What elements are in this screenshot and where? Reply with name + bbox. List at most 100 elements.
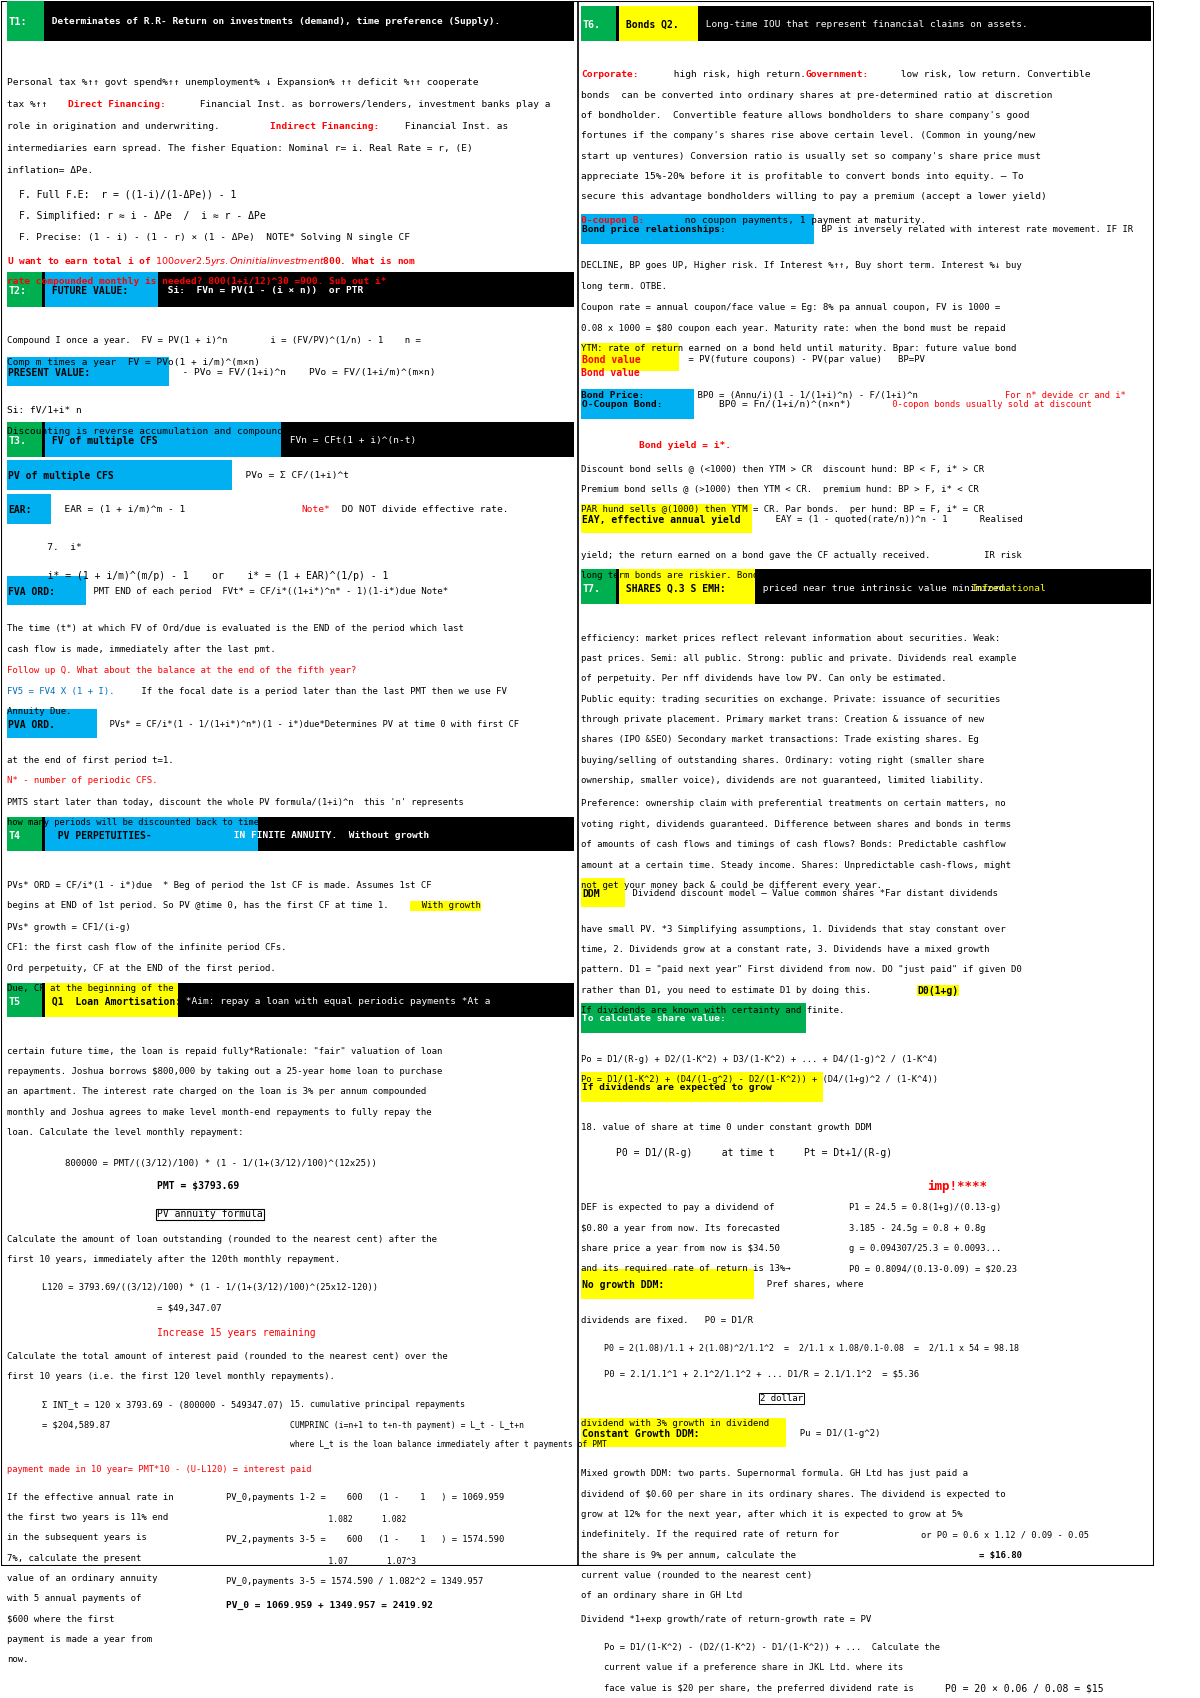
Text: past prices. Semi: all public. Strong: public and private. Dividends real exampl: past prices. Semi: all public. Strong: p… bbox=[581, 654, 1016, 662]
Text: 0-coupon B:: 0-coupon B: bbox=[581, 216, 644, 224]
Text: T3.: T3. bbox=[8, 436, 26, 447]
Text: where L_t is the loan balance immediately after t payments of PMT: where L_t is the loan balance immediatel… bbox=[289, 1440, 606, 1448]
Text: 18. value of share at time 0 under constant growth DDM: 18. value of share at time 0 under const… bbox=[581, 1124, 871, 1133]
Text: g = 0.094307/25.3 = 0.0093...: g = 0.094307/25.3 = 0.0093... bbox=[848, 1245, 1001, 1253]
Text: D0(1+g): D0(1+g) bbox=[918, 987, 959, 995]
Text: - PVo = FV/(1+i)^n    PVo = FV/(1+i/m)^(m×n): - PVo = FV/(1+i)^n PVo = FV/(1+i/m)^(m×n… bbox=[170, 367, 436, 377]
Text: EAR = (1 + i/m)^m - 1: EAR = (1 + i/m)^m - 1 bbox=[53, 506, 215, 514]
Text: Dividend discount model – Value common shares *Far distant dividends: Dividend discount model – Value common s… bbox=[628, 888, 998, 898]
FancyBboxPatch shape bbox=[46, 272, 158, 307]
Text: PVs* = CF/i*(1 - 1/(1+i*)^n*)(1 - i*)due*Determines PV at time 0 with first CF: PVs* = CF/i*(1 - 1/(1+i*)^n*)(1 - i*)due… bbox=[100, 720, 520, 728]
Text: Bond yield = i*.: Bond yield = i*. bbox=[638, 441, 731, 450]
Text: Financial Inst. as borrowers/lenders, investment banks play a: Financial Inst. as borrowers/lenders, in… bbox=[194, 100, 551, 109]
Text: how many periods will be discounted back to time 0. This goes for both ORD/DUE: how many periods will be discounted back… bbox=[7, 818, 416, 827]
Text: first 10 years, immediately after the 120th monthly repayment.: first 10 years, immediately after the 12… bbox=[7, 1255, 341, 1263]
Text: role in origination and underwriting.: role in origination and underwriting. bbox=[7, 122, 226, 131]
Text: Annuity Due.: Annuity Due. bbox=[7, 706, 72, 717]
Text: Note*: Note* bbox=[301, 506, 330, 514]
Text: and its required rate of return is 13%→: and its required rate of return is 13%→ bbox=[581, 1265, 791, 1274]
Text: 7%, calculate the present: 7%, calculate the present bbox=[7, 1554, 142, 1562]
FancyBboxPatch shape bbox=[7, 423, 575, 457]
Text: certain future time, the loan is repaid fully*Rationale: "fair" valuation of loa: certain future time, the loan is repaid … bbox=[7, 1046, 443, 1056]
Text: low risk, low return. Convertible: low risk, low return. Convertible bbox=[895, 70, 1090, 80]
Text: T5: T5 bbox=[8, 997, 20, 1007]
Text: IN FINITE ANNUITY.  Without growth: IN FINITE ANNUITY. Without growth bbox=[228, 830, 430, 841]
Text: N* - number of periodic CFS.: N* - number of periodic CFS. bbox=[7, 776, 157, 784]
Text: L120 = 3793.69/((3/12)/100) * (1 - 1/(1+(3/12)/100)^(25x12-120)): L120 = 3793.69/((3/12)/100) * (1 - 1/(1+… bbox=[42, 1284, 378, 1292]
Text: Bond value: Bond value bbox=[582, 355, 641, 365]
Text: FVn = CFt(1 + i)^(n-t): FVn = CFt(1 + i)^(n-t) bbox=[283, 436, 416, 445]
Text: BP is inversely related with interest rate movement. IF IR: BP is inversely related with interest ra… bbox=[816, 226, 1133, 234]
Text: PV_2,payments 3-5 =    600   (1 -    1   ) = 1574.590: PV_2,payments 3-5 = 600 (1 - 1 ) = 1574.… bbox=[226, 1535, 504, 1543]
Text: payment made in 10 year= PMT*10 - (U-L120) = interest paid: payment made in 10 year= PMT*10 - (U-L12… bbox=[7, 1465, 312, 1474]
Text: PVA ORD.: PVA ORD. bbox=[8, 720, 55, 730]
Text: Dividend *1+exp growth/rate of return-growth rate = PV: Dividend *1+exp growth/rate of return-gr… bbox=[581, 1615, 871, 1623]
Text: DECLINE, BP goes UP, Higher risk. If Interest %↑↑, Buy short term. Interest %↓ b: DECLINE, BP goes UP, Higher risk. If Int… bbox=[581, 261, 1022, 270]
FancyBboxPatch shape bbox=[581, 389, 694, 419]
Text: If dividends are known with certainty and finite.: If dividends are known with certainty an… bbox=[581, 1005, 845, 1015]
Text: share price a year from now is $34.50: share price a year from now is $34.50 bbox=[581, 1245, 780, 1253]
Text: PV_0 = 1069.959 + 1349.957 = 2419.92: PV_0 = 1069.959 + 1349.957 = 2419.92 bbox=[226, 1601, 433, 1610]
Text: FV of multiple CFS: FV of multiple CFS bbox=[47, 436, 158, 447]
Text: Calculate the total amount of interest paid (rounded to the nearest cent) over t: Calculate the total amount of interest p… bbox=[7, 1352, 448, 1360]
Text: Increase 15 years remaining: Increase 15 years remaining bbox=[157, 1328, 316, 1338]
Text: Indirect Financing:: Indirect Financing: bbox=[270, 122, 379, 131]
FancyBboxPatch shape bbox=[7, 817, 42, 851]
Text: an apartment. The interest rate charged on the loan is 3% per annum compounded: an apartment. The interest rate charged … bbox=[7, 1087, 426, 1097]
Text: DO NOT divide effective rate.: DO NOT divide effective rate. bbox=[336, 506, 508, 514]
Text: pattern. D1 = "paid next year" First dividend from now. DO "just paid" if given : pattern. D1 = "paid next year" First div… bbox=[581, 966, 1022, 975]
FancyBboxPatch shape bbox=[581, 1268, 754, 1299]
Text: Due, CF at the beginning of the first period.: Due, CF at the beginning of the first pe… bbox=[7, 985, 250, 993]
Text: P1 = 24.5 = 0.8(1+g)/(0.13-g): P1 = 24.5 = 0.8(1+g)/(0.13-g) bbox=[848, 1204, 1001, 1212]
Text: Bond value: Bond value bbox=[581, 367, 640, 377]
Text: SHARES Q.3 S EMH:: SHARES Q.3 S EMH: bbox=[620, 584, 726, 594]
Text: Corporate:: Corporate: bbox=[581, 70, 638, 80]
Text: U want to earn total i of $100 over 2.5 yrs. On initial investment $800. What is: U want to earn total i of $100 over 2.5 … bbox=[7, 255, 416, 268]
Text: 800000 = PMT/((3/12)/100) * (1 - 1/(1+(3/12)/100)^(12x25)): 800000 = PMT/((3/12)/100) * (1 - 1/(1+(3… bbox=[65, 1160, 377, 1168]
Text: repayments. Joshua borrows $800,000 by taking out a 25-year home loan to purchas: repayments. Joshua borrows $800,000 by t… bbox=[7, 1066, 443, 1077]
Text: Determinates of R.R- Return on investments (demand), time preference (Supply).: Determinates of R.R- Return on investmen… bbox=[47, 17, 500, 25]
Text: 15. cumulative principal repayments: 15. cumulative principal repayments bbox=[289, 1401, 464, 1409]
Text: monthly and Joshua agrees to make level month-end repayments to fully repay the: monthly and Joshua agrees to make level … bbox=[7, 1107, 432, 1117]
Text: P0 = 20 × 0.06 / 0.08 = $15: P0 = 20 × 0.06 / 0.08 = $15 bbox=[946, 1684, 1104, 1693]
Text: face value is $20 per share, the preferred dividend rate is: face value is $20 per share, the preferr… bbox=[604, 1684, 914, 1693]
Text: secure this advantage bondholders willing to pay a premium (accept a lower yield: secure this advantage bondholders willin… bbox=[581, 192, 1046, 202]
Text: Premium bond sells @ (>1000) then YTM < CR.  premium hund: BP > F, i* < CR: Premium bond sells @ (>1000) then YTM < … bbox=[581, 486, 979, 494]
Text: dividend with 3% growth in dividend: dividend with 3% growth in dividend bbox=[581, 1420, 769, 1428]
Text: buying/selling of outstanding shares. Ordinary: voting right (smaller share: buying/selling of outstanding shares. Or… bbox=[581, 756, 984, 764]
Text: of an ordinary share in GH Ltd: of an ordinary share in GH Ltd bbox=[581, 1591, 743, 1600]
Text: EAR:: EAR: bbox=[8, 506, 32, 514]
Text: *Aim: repay a loan with equal periodic payments *At a: *Aim: repay a loan with equal periodic p… bbox=[180, 997, 491, 1005]
Text: P0 = 0.8094/(0.13-0.09) = $20.23: P0 = 0.8094/(0.13-0.09) = $20.23 bbox=[848, 1265, 1016, 1274]
Text: long term. OTBE.: long term. OTBE. bbox=[581, 282, 667, 290]
FancyBboxPatch shape bbox=[581, 504, 751, 533]
Text: Constant Growth DDM:: Constant Growth DDM: bbox=[582, 1428, 700, 1438]
Text: rather than D1, you need to estimate D1 by doing this.: rather than D1, you need to estimate D1 … bbox=[581, 987, 877, 995]
Text: $600 where the first: $600 where the first bbox=[7, 1615, 115, 1623]
FancyBboxPatch shape bbox=[7, 460, 232, 489]
FancyBboxPatch shape bbox=[7, 708, 97, 739]
FancyBboxPatch shape bbox=[581, 569, 1151, 604]
Text: PV_0,payments 3-5 = 1574.590 / 1.082^2 = 1349.957: PV_0,payments 3-5 = 1574.590 / 1.082^2 =… bbox=[226, 1577, 484, 1586]
Text: BP0 = (Annu/i)(1 - 1/(1+i)^n) - F/(1+i)^n: BP0 = (Annu/i)(1 - 1/(1+i)^n) - F/(1+i)^… bbox=[676, 391, 929, 401]
Text: BP0 = Fn/(1+i/n)^(n×n*): BP0 = Fn/(1+i/n)^(n×n*) bbox=[696, 401, 857, 409]
Text: imp!****: imp!**** bbox=[926, 1180, 986, 1192]
Text: no coupon payments, 1 payment at maturity.: no coupon payments, 1 payment at maturit… bbox=[679, 216, 926, 224]
Text: Coupon rate = annual coupon/face value = Eg: 8% pa annual coupon, FV is 1000 =: Coupon rate = annual coupon/face value =… bbox=[581, 304, 1001, 312]
Text: have small PV. *3 Simplifying assumptions, 1. Dividends that stay constant over: have small PV. *3 Simplifying assumption… bbox=[581, 925, 1006, 934]
Text: = $204,589.87: = $204,589.87 bbox=[42, 1421, 110, 1430]
Text: cash flow is made, immediately after the last pmt.: cash flow is made, immediately after the… bbox=[7, 645, 276, 654]
Text: Bond Price:: Bond Price: bbox=[581, 391, 644, 401]
Text: loan. Calculate the level monthly repayment:: loan. Calculate the level monthly repaym… bbox=[7, 1127, 244, 1138]
Text: appreciate 15%-20% before it is profitable to convert bonds into equity. – To: appreciate 15%-20% before it is profitab… bbox=[581, 171, 1024, 182]
Text: value of an ordinary annuity: value of an ordinary annuity bbox=[7, 1574, 157, 1583]
Text: Pref shares, where: Pref shares, where bbox=[756, 1280, 864, 1289]
Text: FUTURE VALUE:: FUTURE VALUE: bbox=[47, 287, 128, 295]
Text: Calculate the amount of loan outstanding (rounded to the nearest cent) after the: Calculate the amount of loan outstanding… bbox=[7, 1234, 437, 1243]
FancyBboxPatch shape bbox=[581, 214, 814, 245]
Text: PRESENT VALUE:: PRESENT VALUE: bbox=[8, 367, 90, 377]
FancyBboxPatch shape bbox=[46, 983, 178, 1017]
Text: Comp m times a year  FV = PVo(1 + i/m)^(m×n): Comp m times a year FV = PVo(1 + i/m)^(m… bbox=[7, 358, 260, 367]
Text: 1.082      1.082: 1.082 1.082 bbox=[226, 1515, 407, 1523]
Text: of perpetuity. Per nff dividends have low PV. Can only be estimated.: of perpetuity. Per nff dividends have lo… bbox=[581, 674, 947, 683]
